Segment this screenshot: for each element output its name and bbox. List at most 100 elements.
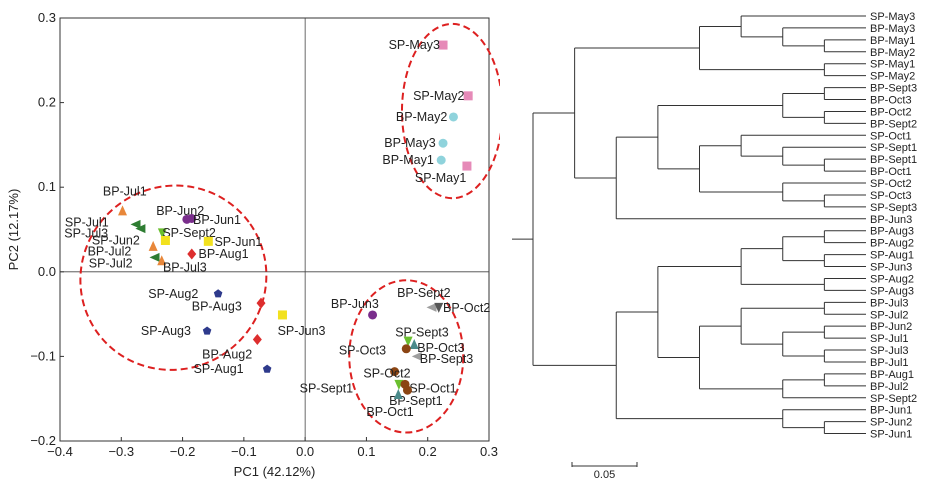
dendrogram-leaf-label: BP-Jul2 (870, 381, 909, 393)
data-point-square (463, 91, 473, 101)
point-label: BP-Jun1 (193, 213, 241, 227)
y-tick-label: 0.3 (38, 10, 56, 25)
dendrogram-leaf-label: SP-Oct2 (870, 178, 912, 190)
data-point-circle (401, 344, 411, 354)
dendrogram-leaf-label: BP-Oct2 (870, 106, 912, 118)
point-label: SP-Sept1 (300, 382, 354, 396)
point-label: BP-Aug2 (202, 348, 252, 362)
point-label: BP-Jul2 (88, 244, 132, 258)
point-label: BP-May2 (396, 110, 447, 124)
y-tick-label: −0.1 (30, 348, 56, 363)
point-label: SP-Sept3 (395, 326, 449, 340)
scale-bar-label: 0.05 (594, 469, 615, 479)
point-label: BP-Aug1 (199, 247, 249, 261)
y-tick-label: −0.2 (30, 433, 56, 448)
point-label: BP-Jul1 (103, 184, 147, 198)
dendrogram-leaf-label: BP-Sept2 (870, 118, 917, 130)
y-tick-label: 0.1 (38, 179, 56, 194)
dendrogram-leaf-label: SP-Sept1 (870, 142, 917, 154)
point-label: BP-Sept3 (420, 352, 474, 366)
dendrogram-leaf-label: BP-Oct3 (870, 95, 912, 107)
data-point-triangle (393, 388, 403, 399)
dendrogram-leaf-label: BP-Jun3 (870, 214, 912, 226)
dendrogram-leaf-label: SP-Aug3 (870, 285, 914, 297)
dendrogram-leaf-label: SP-Sept3 (870, 202, 917, 214)
data-point-square (277, 310, 287, 320)
point-label: BP-Oct1 (366, 405, 413, 419)
dendrogram-leaf-label: SP-Jun2 (870, 417, 912, 429)
data-point-triangle (148, 240, 158, 251)
data-point-triangle-left (411, 351, 422, 361)
point-label: SP-Jun1 (214, 235, 262, 249)
data-point-square (462, 161, 472, 171)
dendrogram-leaf-label: SP-Jun3 (870, 262, 912, 274)
data-point-circle (438, 138, 448, 148)
data-point-circle (390, 367, 400, 377)
dendrogram-leaf-label: BP-Jun1 (870, 405, 912, 417)
cluster-dendrogram: SP-May3BP-May3BP-May1BP-May2SP-May1SP-Ma… (512, 11, 917, 479)
y-tick-label: 0.2 (38, 95, 56, 110)
data-point-pentagon (262, 364, 272, 373)
data-point-square (160, 235, 170, 245)
point-label: SP-May2 (413, 89, 464, 103)
data-point-circle (368, 310, 378, 320)
point-label: BP-May1 (382, 153, 433, 167)
x-tick-label: −0.3 (108, 444, 134, 459)
point-label: BP-Aug3 (192, 299, 242, 313)
data-point-triangle-left (426, 302, 437, 312)
point-label: SP-Aug3 (141, 324, 191, 338)
dendrogram-leaf-label: SP-Jul2 (870, 309, 909, 321)
plot-frame (59, 17, 490, 442)
dendrogram-leaf-label: BP-Oct1 (870, 166, 912, 178)
point-label: BP-Sept2 (397, 286, 451, 300)
data-point-triangle-down (403, 336, 413, 347)
point-label: SP-Aug2 (148, 287, 198, 301)
data-point-diamond (256, 297, 266, 309)
data-point-triangle (409, 339, 419, 350)
x-tick-label: −0.4 (47, 444, 73, 459)
point-label: BP-Jun3 (331, 297, 379, 311)
dendrogram-leaf-label: SP-Oct3 (870, 190, 912, 202)
point-label: SP-Oct3 (339, 343, 386, 357)
dendrogram-leaf-label: SP-Sept2 (870, 393, 917, 405)
data-point-triangle-left (135, 224, 146, 234)
x-tick-label: −0.1 (231, 444, 257, 459)
cluster-ellipse (348, 279, 465, 434)
data-point-circle (187, 214, 197, 224)
dendrogram-leaf-label: SP-May1 (870, 59, 915, 71)
data-point-triangle-left (149, 252, 160, 262)
data-point-circle (436, 155, 446, 165)
data-point-triangle (157, 255, 167, 266)
x-tick-label: 0.3 (480, 444, 498, 459)
data-point-pentagon (213, 289, 223, 298)
dendrogram-leaf-label: SP-May3 (870, 11, 915, 23)
point-label: SP-Jul1 (65, 216, 109, 230)
dendrogram-leaf-label: BP-Aug2 (870, 238, 914, 250)
dendrogram-leaf-label: BP-Sept1 (870, 154, 917, 166)
data-point-square (438, 40, 448, 50)
point-label: SP-Jun2 (92, 233, 140, 247)
point-label: SP-Sept2 (162, 226, 216, 240)
point-label: SP-Oct1 (409, 382, 456, 396)
pca-scatter-plot: −0.4 −0.3 −0.2 −0.1 0.0 0.1 0.2 0.3 −0.2 −0.1 0.0 0… (6, 10, 500, 479)
dendrogram-leaf-label: SP-Aug2 (870, 273, 914, 285)
data-point-circle (402, 385, 412, 395)
dendrogram-leaf-label: BP-May2 (870, 47, 915, 59)
dendrogram-leaf-label: BP-May3 (870, 23, 915, 35)
x-axis-label: PC1 (42.12%) (234, 464, 316, 479)
dendrogram-leaf-label: BP-Jul1 (870, 357, 909, 369)
data-point-triangle-down (157, 228, 167, 239)
data-point-square (203, 236, 213, 246)
point-label: SP-Jul3 (64, 227, 108, 241)
data-point-diamond (252, 333, 262, 345)
point-label: SP-Aug1 (194, 362, 244, 376)
point-label: SP-May3 (389, 38, 440, 52)
x-tick-label: 0.0 (296, 444, 314, 459)
point-label: BP-May3 (384, 136, 435, 150)
y-tick-label: 0.0 (38, 264, 56, 279)
dendrogram-leaf-label: BP-May1 (870, 35, 915, 47)
dendrogram-leaf-label: BP-Jul3 (870, 297, 909, 309)
cluster-ellipse (79, 184, 268, 371)
data-point-triangle-left (130, 219, 141, 229)
